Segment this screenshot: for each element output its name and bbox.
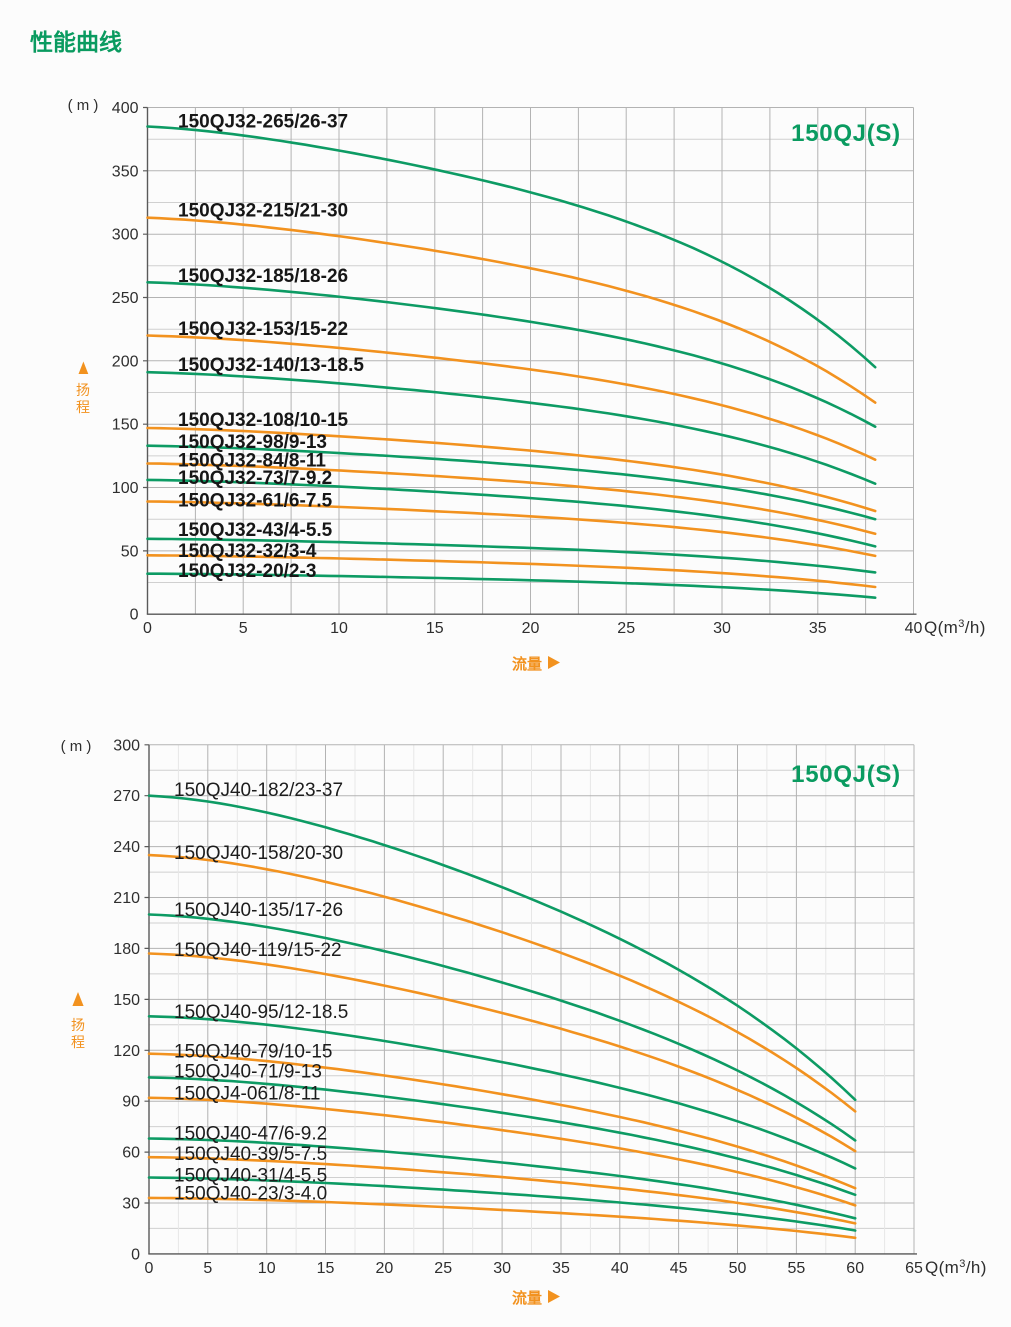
svg-text:150QJ40-23/3-4.0: 150QJ40-23/3-4.0 <box>174 1183 327 1204</box>
svg-text:150QJ40-119/15-22: 150QJ40-119/15-22 <box>174 940 342 961</box>
svg-text:270: 270 <box>113 788 140 805</box>
svg-text:300: 300 <box>113 737 140 754</box>
svg-text:200: 200 <box>112 353 139 370</box>
svg-text:扬: 扬 <box>76 382 90 398</box>
svg-text:25: 25 <box>434 1260 452 1277</box>
svg-text:程: 程 <box>76 399 90 415</box>
svg-text:150QJ32-108/10-15: 150QJ32-108/10-15 <box>178 410 349 431</box>
svg-text:150QJ32-84/8-11: 150QJ32-84/8-11 <box>178 450 326 471</box>
svg-text:180: 180 <box>113 941 140 958</box>
svg-text:250: 250 <box>112 290 139 307</box>
svg-text:150QJ(S): 150QJ(S) <box>791 120 901 147</box>
svg-text:150QJ40-79/10-15: 150QJ40-79/10-15 <box>174 1041 332 1062</box>
svg-text:30: 30 <box>493 1260 511 1277</box>
svg-text:400: 400 <box>112 100 139 117</box>
svg-text:150QJ40-71/9-13: 150QJ40-71/9-13 <box>174 1061 322 1082</box>
svg-text:60: 60 <box>846 1260 864 1277</box>
svg-text:5: 5 <box>239 620 248 637</box>
svg-text:150QJ40-135/17-26: 150QJ40-135/17-26 <box>174 900 343 921</box>
svg-text:150QJ40-31/4-5.5: 150QJ40-31/4-5.5 <box>174 1165 327 1186</box>
svg-text:150QJ40-39/5-7.5: 150QJ40-39/5-7.5 <box>174 1144 327 1165</box>
svg-text:65: 65 <box>905 1260 923 1277</box>
svg-text:5: 5 <box>203 1260 212 1277</box>
svg-text:150QJ40-95/12-18.5: 150QJ40-95/12-18.5 <box>174 1002 348 1023</box>
svg-text:0: 0 <box>145 1260 154 1277</box>
svg-text:30: 30 <box>713 620 731 637</box>
svg-text:20: 20 <box>522 620 540 637</box>
svg-text:0: 0 <box>130 607 139 624</box>
svg-text:15: 15 <box>426 620 444 637</box>
svg-text:流量: 流量 <box>512 655 542 673</box>
svg-text:15: 15 <box>317 1260 335 1277</box>
svg-text:流量: 流量 <box>512 1289 542 1307</box>
svg-text:100: 100 <box>112 480 139 497</box>
svg-text:150QJ40-158/20-30: 150QJ40-158/20-30 <box>174 843 343 864</box>
svg-text:扬: 扬 <box>71 1017 85 1033</box>
svg-text:( m ): ( m ) <box>61 738 92 755</box>
svg-text:150QJ40-47/6-9.2: 150QJ40-47/6-9.2 <box>174 1123 327 1144</box>
svg-text:150QJ32-185/18-26: 150QJ32-185/18-26 <box>178 266 348 287</box>
svg-text:240: 240 <box>113 839 140 856</box>
svg-text:150QJ40-182/23-37: 150QJ40-182/23-37 <box>174 780 343 801</box>
svg-text:40: 40 <box>905 620 923 637</box>
svg-text:性能曲线: 性能曲线 <box>30 29 122 55</box>
svg-text:150QJ32-98/9-13: 150QJ32-98/9-13 <box>178 432 327 453</box>
svg-text:90: 90 <box>122 1094 140 1111</box>
svg-text:Q(m3/h): Q(m3/h) <box>924 618 986 637</box>
svg-text:60: 60 <box>122 1145 140 1162</box>
svg-text:50: 50 <box>729 1260 747 1277</box>
svg-text:350: 350 <box>112 163 139 180</box>
svg-text:150QJ32-20/2-3: 150QJ32-20/2-3 <box>178 561 316 582</box>
svg-text:30: 30 <box>122 1196 140 1213</box>
svg-text:150QJ4-061/8-11: 150QJ4-061/8-11 <box>174 1083 320 1104</box>
svg-text:20: 20 <box>376 1260 394 1277</box>
svg-text:150QJ(S): 150QJ(S) <box>791 761 901 788</box>
svg-text:150QJ32-153/15-22: 150QJ32-153/15-22 <box>178 319 348 340</box>
svg-text:150QJ32-140/13-18.5: 150QJ32-140/13-18.5 <box>178 355 364 376</box>
svg-text:150QJ32-43/4-5.5: 150QJ32-43/4-5.5 <box>178 520 333 541</box>
svg-text:Q(m3/h): Q(m3/h) <box>925 1258 987 1277</box>
svg-text:55: 55 <box>788 1260 806 1277</box>
svg-text:35: 35 <box>552 1260 570 1277</box>
svg-text:150QJ32-32/3-4: 150QJ32-32/3-4 <box>178 541 317 562</box>
svg-text:150: 150 <box>112 417 139 434</box>
svg-text:50: 50 <box>121 543 139 560</box>
svg-text:程: 程 <box>71 1034 85 1050</box>
svg-text:0: 0 <box>143 620 152 637</box>
svg-text:10: 10 <box>330 620 348 637</box>
svg-text:150QJ32-73/7-9.2: 150QJ32-73/7-9.2 <box>178 468 332 489</box>
svg-text:150QJ32-61/6-7.5: 150QJ32-61/6-7.5 <box>178 490 333 511</box>
svg-text:0: 0 <box>131 1246 140 1263</box>
svg-text:45: 45 <box>670 1260 688 1277</box>
svg-text:210: 210 <box>113 890 140 907</box>
svg-text:35: 35 <box>809 620 827 637</box>
svg-text:300: 300 <box>112 227 139 244</box>
svg-text:150QJ32-215/21-30: 150QJ32-215/21-30 <box>178 200 348 221</box>
svg-text:150QJ32-265/26-37: 150QJ32-265/26-37 <box>178 111 348 132</box>
svg-text:25: 25 <box>617 620 635 637</box>
svg-text:10: 10 <box>258 1260 276 1277</box>
svg-text:150: 150 <box>113 992 140 1009</box>
svg-text:( m ): ( m ) <box>68 97 99 114</box>
svg-text:40: 40 <box>611 1260 629 1277</box>
svg-text:120: 120 <box>113 1043 140 1060</box>
